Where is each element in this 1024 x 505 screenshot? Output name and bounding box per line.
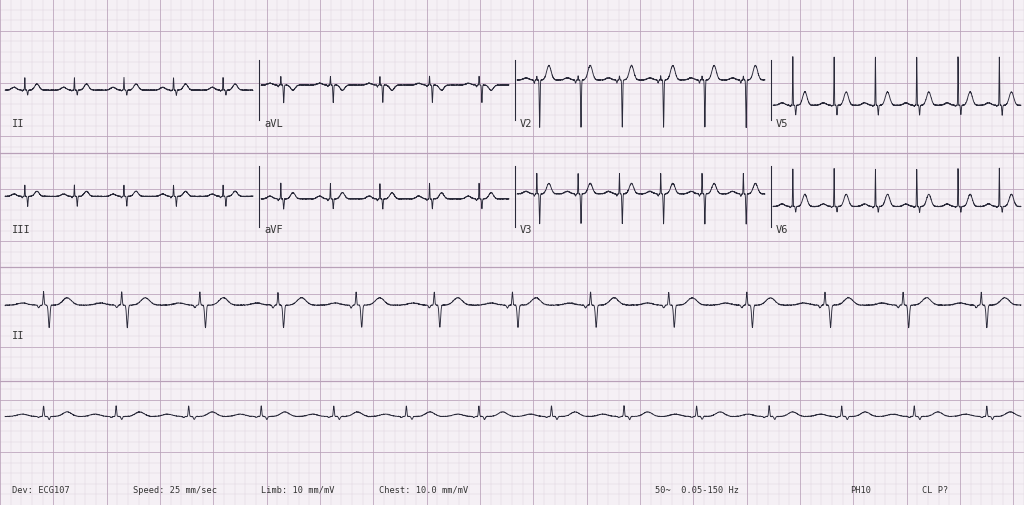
Text: Speed: 25 mm/sec: Speed: 25 mm/sec [133, 485, 217, 494]
Text: V3: V3 [520, 225, 532, 235]
Text: V6: V6 [776, 225, 788, 235]
Text: Limb: 10 mm/mV: Limb: 10 mm/mV [261, 485, 335, 494]
Text: PH10: PH10 [850, 485, 871, 494]
Text: CL P?: CL P? [922, 485, 948, 494]
Text: aVF: aVF [264, 225, 283, 235]
Text: II: II [12, 331, 25, 341]
Text: V5: V5 [776, 119, 788, 129]
Text: Chest: 10.0 mm/mV: Chest: 10.0 mm/mV [379, 485, 468, 494]
Text: III: III [12, 225, 31, 235]
Text: 50~  0.05-150 Hz: 50~ 0.05-150 Hz [655, 485, 739, 494]
Text: II: II [12, 119, 25, 129]
Text: V2: V2 [520, 119, 532, 129]
Text: Dev: ECG107: Dev: ECG107 [12, 485, 70, 494]
Text: aVL: aVL [264, 119, 283, 129]
